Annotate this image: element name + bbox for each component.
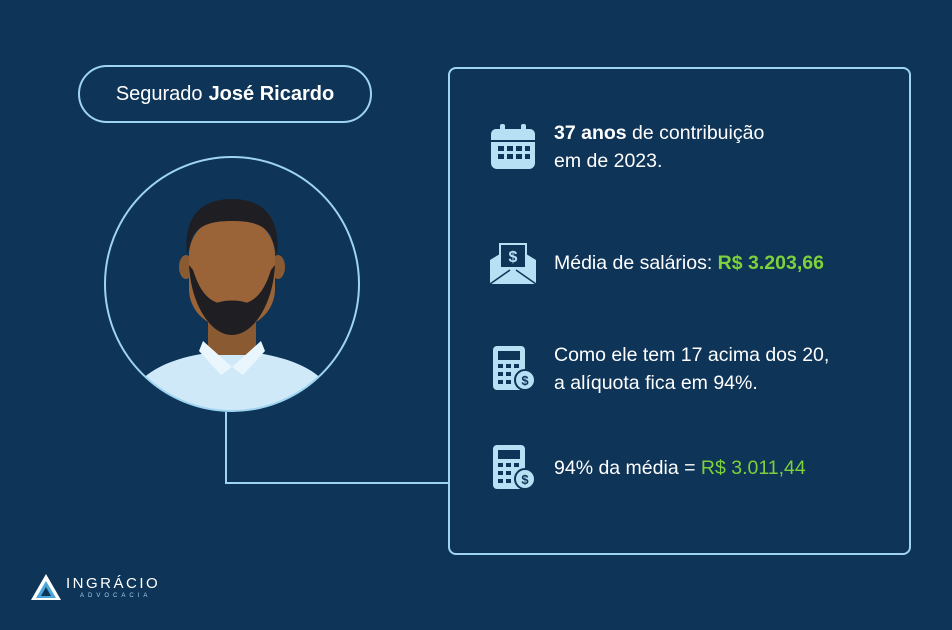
contribution-text-b: em de 2023. [554, 150, 663, 172]
svg-text:$: $ [509, 249, 518, 266]
insured-name-pill: Segurado José Ricardo [78, 65, 372, 123]
rate-line-1: Como ele tem 17 acima dos 20, [554, 344, 830, 366]
svg-text:$: $ [521, 472, 529, 487]
rate-row: $ Como ele tem 17 acima dos 20, a alíquo… [488, 341, 829, 397]
calendar-icon [491, 124, 535, 169]
rate-line-2: a alíquota fica em 94%. [554, 372, 758, 394]
calculator-icon: $ [493, 346, 536, 391]
salary-average-label: Média de salários: [554, 252, 718, 274]
brand-logo: INGRÁCIO ADVOCACIA [30, 572, 160, 602]
insured-prefix: Segurado [115, 82, 203, 105]
salary-envelope-icon: $ [489, 243, 537, 285]
triangle-logo-icon [31, 574, 61, 600]
contribution-row: 37 anos de contribuição em de 2023. [488, 119, 764, 175]
salary-average-row: $ Média de salários: R$ 3.203,66 [488, 238, 824, 288]
contribution-text-a: de contribuição [626, 122, 765, 144]
rate-text: Como ele tem 17 acima dos 20, a alíquota… [554, 341, 829, 397]
brand-name: INGRÁCIO [66, 574, 161, 592]
brand-subtitle: ADVOCACIA [80, 592, 152, 599]
insured-name: José Ricardo [208, 82, 335, 105]
benefit-row: $ 94% da média = R$ 3.011,44 [488, 443, 806, 493]
benefit-value: R$ 3.011,44 [700, 457, 806, 479]
svg-text:$: $ [521, 373, 529, 388]
benefit-text: 94% da média = R$ 3.011,44 [554, 454, 806, 482]
salary-average-text: Média de salários: R$ 3.203,66 [554, 249, 824, 277]
contribution-years: 37 anos [554, 122, 627, 144]
calculator-icon: $ [493, 445, 536, 490]
benefit-label: 94% da média = [554, 457, 701, 479]
avatar [104, 156, 360, 412]
info-card: 37 anos de contribuição em de 2023. $ Mé… [448, 67, 911, 555]
salary-average-value: R$ 3.203,66 [717, 252, 824, 274]
contribution-text: 37 anos de contribuição em de 2023. [554, 119, 764, 175]
